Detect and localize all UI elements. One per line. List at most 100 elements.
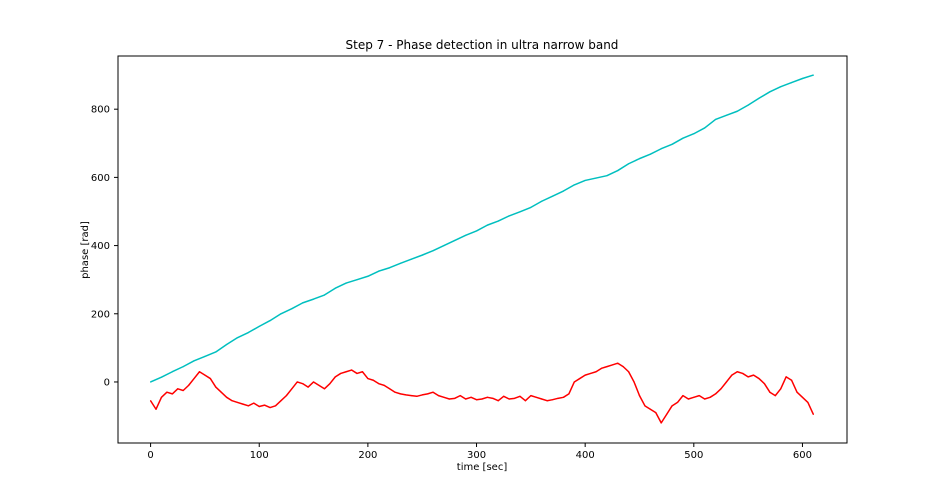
series-2-point	[481, 398, 483, 400]
series-2-point	[704, 398, 706, 400]
series-2-point	[416, 395, 418, 397]
series-2-point	[758, 377, 760, 380]
series-2-point	[188, 384, 190, 386]
series-2-point	[546, 400, 548, 402]
series-2-point	[497, 400, 499, 402]
series-1-point	[725, 114, 728, 116]
series-2-point	[198, 371, 201, 373]
series-2-point	[573, 381, 575, 383]
series-1-point	[356, 279, 358, 281]
series-2-point	[465, 398, 467, 400]
series-2-point	[307, 386, 309, 388]
series-2-point	[160, 396, 163, 398]
series-1-point	[812, 74, 814, 76]
series-2-point	[796, 391, 798, 393]
series-1-point	[584, 179, 586, 182]
series-2-point	[209, 377, 211, 380]
series-2-point	[345, 371, 347, 373]
series-1-point	[638, 158, 641, 160]
series-2-point	[296, 381, 298, 383]
series-2-point	[329, 383, 331, 385]
series-1-point	[562, 190, 565, 192]
series-1-point	[465, 234, 467, 236]
series-2-point	[405, 394, 407, 396]
series-1-point	[182, 366, 184, 368]
series-2-point	[600, 367, 603, 369]
series-2-point	[470, 396, 472, 398]
series-2-point	[350, 369, 353, 371]
series-2-point	[644, 405, 646, 407]
series-1-point	[801, 77, 804, 80]
series-2-point	[340, 372, 342, 375]
plot-area-frame	[117, 55, 848, 444]
series-1-point	[508, 215, 510, 217]
series-2-point	[367, 377, 369, 380]
x-axis-label: time [sec]	[457, 462, 508, 473]
series-1-point	[193, 360, 195, 362]
series-1-point	[628, 163, 630, 165]
series-2-point	[323, 388, 326, 390]
y-axis-label: phase [rad]	[80, 221, 91, 279]
series-2-point	[220, 391, 222, 393]
series-2-point	[421, 394, 423, 396]
series-2-point	[182, 389, 184, 392]
series-2-point	[318, 384, 320, 386]
series-1-point	[769, 91, 771, 93]
series-2-point	[399, 393, 402, 395]
series-1-point	[486, 224, 488, 226]
series-2-point	[731, 374, 733, 376]
series-2-point	[584, 374, 586, 376]
series-2	[149, 362, 815, 424]
series-2-point	[780, 388, 782, 390]
series-1	[149, 74, 814, 383]
series-1-point	[497, 220, 499, 222]
series-2-point	[633, 381, 635, 383]
series-2-point	[622, 366, 624, 368]
series-2-point	[720, 388, 722, 390]
series-2-point	[785, 376, 787, 378]
x-tick-label: 200	[358, 450, 377, 461]
series-2-point	[513, 397, 516, 399]
series-2-point	[562, 396, 565, 398]
series-1-point	[334, 287, 336, 289]
series-2-point	[274, 405, 277, 407]
series-2-point	[486, 396, 488, 398]
series-1-point	[693, 133, 695, 135]
series-2-point	[524, 400, 527, 402]
series-2-point	[714, 393, 717, 395]
series-1-point	[454, 239, 456, 242]
series-2-point	[676, 401, 679, 404]
series-2-point	[459, 395, 461, 397]
series-1-point	[660, 148, 662, 150]
series-2-point	[725, 381, 728, 383]
series-2-point	[557, 397, 559, 399]
series-1-point	[617, 169, 619, 172]
series-1-point	[606, 175, 608, 177]
series-2-point	[763, 383, 766, 385]
series-2-point	[617, 362, 619, 364]
series-2-point	[801, 396, 804, 398]
series-1-point	[671, 143, 673, 145]
series-2-point	[812, 413, 814, 415]
series-2-point	[334, 376, 336, 378]
series-2-point	[693, 396, 695, 398]
y-axis: 0 200 400 600 800	[91, 105, 118, 388]
series-layer	[149, 74, 815, 424]
series-2-point	[519, 395, 521, 397]
series-2-point	[709, 396, 711, 398]
series-2-point	[231, 400, 233, 402]
series-2-point	[530, 395, 532, 397]
series-2-point	[253, 402, 255, 404]
series-2-point	[475, 399, 478, 401]
series-1-point	[443, 244, 445, 247]
series-1-point	[399, 262, 402, 264]
series-1-point	[367, 275, 369, 277]
series-2-point	[698, 395, 700, 397]
series-2-point	[361, 371, 364, 373]
series-2-point	[611, 364, 613, 366]
series-2-point	[247, 405, 249, 407]
series-2-point	[356, 372, 358, 375]
series-1-point	[269, 319, 271, 322]
series-2-point	[291, 388, 293, 390]
